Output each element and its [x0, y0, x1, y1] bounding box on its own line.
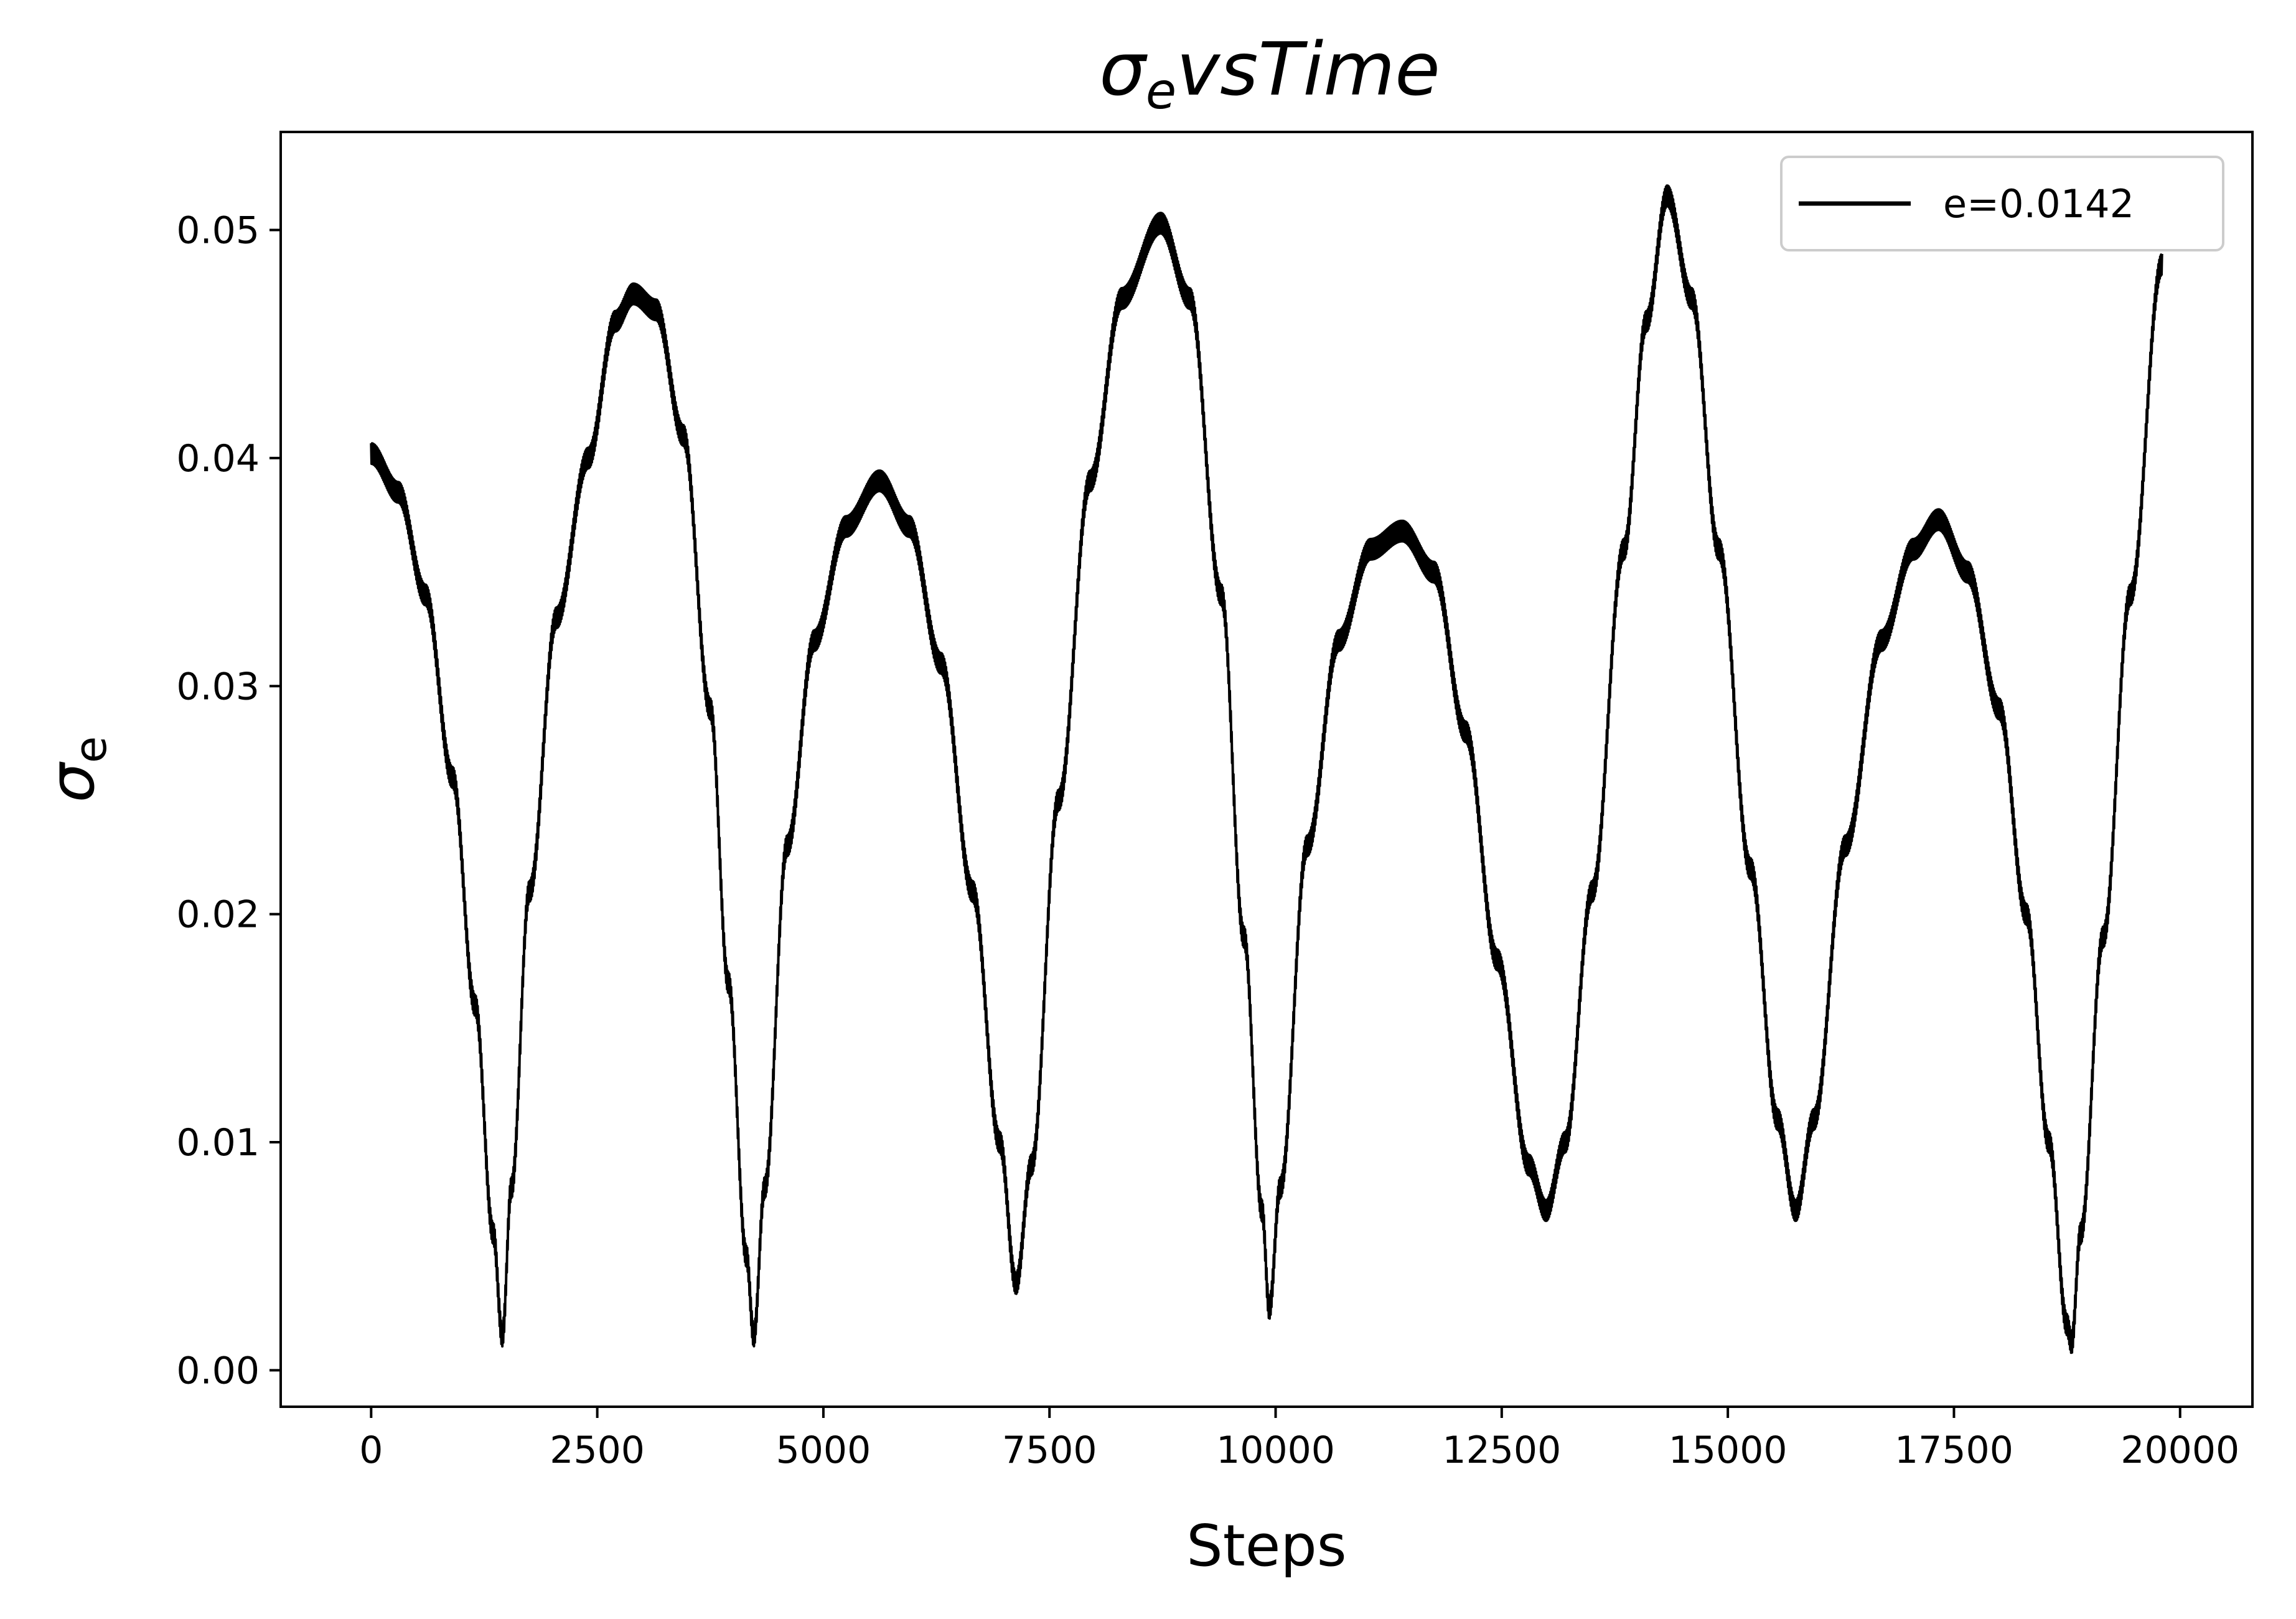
plot-frame	[279, 131, 2254, 1408]
x-tick-label: 10000	[1216, 1429, 1335, 1472]
x-tick-label: 15000	[1669, 1429, 1788, 1472]
y-tick-label: 0.04	[176, 437, 260, 481]
y-tick-label: 0.00	[176, 1349, 260, 1392]
legend-entry-label: e=0.0142	[1943, 181, 2134, 227]
chart-title: σevsTime	[1099, 26, 1440, 120]
x-tick-label: 7500	[1002, 1429, 1097, 1472]
series-line	[370, 184, 2163, 1354]
x-axis-label: Steps	[1186, 1513, 1346, 1579]
x-axis: 0 2500 5000 7500 10000 12500 15000 17500 20000	[359, 1407, 2239, 1472]
x-tick-label: 12500	[1442, 1429, 1561, 1472]
y-axis-label: σe	[35, 736, 116, 802]
x-tick-label: 20000	[2120, 1429, 2239, 1472]
y-tick-label: 0.03	[176, 665, 260, 708]
series-layer	[370, 184, 2163, 1354]
legend: e=0.0142	[1780, 156, 2224, 251]
y-tick-label: 0.02	[176, 893, 260, 937]
x-tick-label: 5000	[776, 1429, 871, 1472]
y-tick-label: 0.05	[176, 209, 260, 253]
x-tick-label: 0	[359, 1429, 383, 1472]
x-tick-label: 17500	[1895, 1429, 2013, 1472]
legend-box	[1780, 156, 2224, 251]
y-tick-label: 0.01	[176, 1121, 260, 1165]
x-tick-label: 2500	[550, 1429, 645, 1472]
y-axis: 0.00 0.01 0.02 0.03 0.04 0.05	[176, 209, 281, 1392]
